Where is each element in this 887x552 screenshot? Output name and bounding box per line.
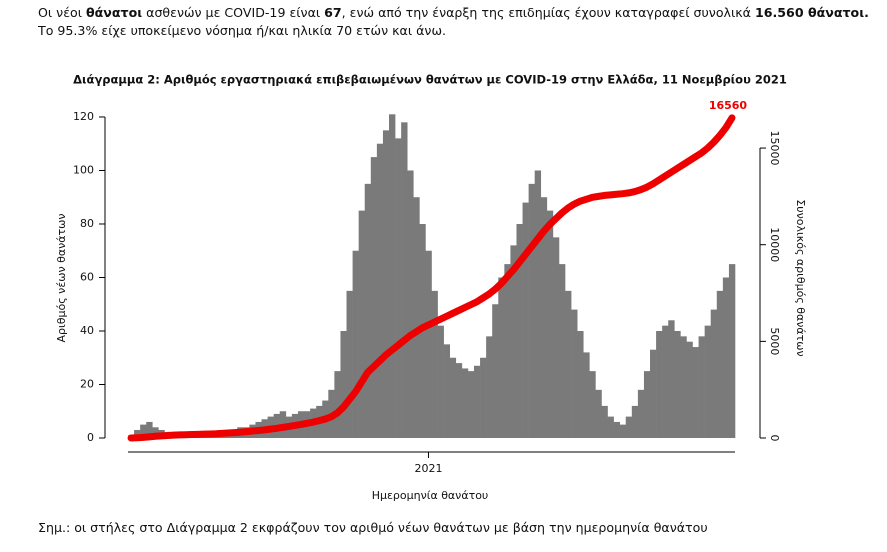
- bar: [425, 250, 432, 438]
- bar: [140, 424, 147, 438]
- y-tick-label: 20: [80, 377, 94, 390]
- bar: [152, 427, 159, 438]
- y-tick-label: 60: [80, 270, 94, 283]
- bar: [443, 344, 451, 438]
- bar: [504, 264, 511, 438]
- bar: [577, 330, 584, 438]
- bar: [352, 250, 359, 438]
- bar: [540, 197, 548, 438]
- bar: [583, 352, 590, 438]
- y2-tick-label: 0: [768, 435, 781, 442]
- note: Σημ.: οι στήλες στο Διάγραμμα 2 εκφράζου…: [38, 520, 708, 535]
- bar: [722, 277, 730, 438]
- bar: [558, 264, 566, 438]
- bar: [449, 357, 457, 438]
- chart: Διάγραμμα 2: Αριθμός εργαστηριακά επιβεβ…: [55, 73, 807, 503]
- y-tick-label: 100: [73, 163, 94, 176]
- bar: [589, 371, 596, 438]
- y-tick-label: 0: [87, 431, 94, 444]
- bar: [389, 114, 396, 439]
- y-tick-label: 80: [80, 217, 94, 230]
- x-tick-label: 2021: [414, 462, 442, 475]
- bar: [528, 183, 535, 438]
- bar: [595, 389, 602, 438]
- bar: [382, 130, 390, 439]
- intro-text: 16.560 θάνατοι.: [754, 5, 869, 20]
- bar: [728, 264, 736, 438]
- data-label: 16560: [709, 99, 748, 112]
- bar: [534, 170, 542, 439]
- bar: [498, 277, 505, 438]
- bar: [407, 170, 414, 439]
- bar: [376, 143, 384, 438]
- bar: [358, 210, 366, 438]
- bar: [662, 325, 669, 438]
- bar: [516, 223, 523, 438]
- bar: [692, 347, 699, 438]
- bar: [698, 336, 705, 438]
- x-axis-title: Ημερομηνία θανάτου: [372, 489, 489, 502]
- bar: [134, 429, 141, 438]
- bar: [340, 330, 347, 438]
- bar: [607, 416, 614, 438]
- bar: [146, 421, 153, 438]
- bar: [370, 157, 378, 438]
- cumulative-line: [127, 114, 736, 442]
- bar: [431, 290, 438, 438]
- y-tick-label: 40: [80, 324, 94, 337]
- bar: [656, 330, 663, 438]
- bar: [619, 424, 627, 438]
- bar: [650, 349, 657, 438]
- bar: [480, 357, 487, 438]
- bar: [716, 290, 724, 438]
- bar: [552, 237, 560, 438]
- bar: [674, 330, 681, 438]
- bar: [492, 304, 499, 438]
- bar: [467, 371, 475, 438]
- intro-text: ασθενών με COVID-19 είναι: [142, 5, 325, 20]
- y2-tick-label: 10000: [768, 227, 781, 262]
- y-axis-title: Αριθμός νέων θανάτων: [55, 214, 68, 343]
- bar: [413, 197, 420, 438]
- bar: [510, 245, 517, 438]
- bar: [546, 210, 554, 438]
- bar: [631, 405, 639, 438]
- bar: [486, 336, 493, 438]
- bar: [680, 336, 687, 438]
- bar: [461, 368, 469, 438]
- bar: [710, 309, 718, 438]
- bar: [401, 122, 408, 438]
- bar: [571, 309, 578, 438]
- bar: [334, 371, 341, 438]
- intro-paragraph: Οι νέοι θάνατοι ασθενών με COVID-19 είνα…: [38, 4, 878, 40]
- bar: [601, 405, 608, 438]
- bar: [346, 290, 353, 438]
- bar: [565, 290, 572, 438]
- bar: [473, 365, 481, 438]
- intro-text: Οι νέοι: [38, 5, 86, 20]
- y2-axis-title: Συνολικός αριθμός θανάτων: [794, 199, 807, 356]
- bar: [704, 325, 712, 438]
- bar: [637, 389, 645, 438]
- intro-text: 67: [324, 5, 342, 20]
- y2-tick-label: 15000: [768, 131, 781, 166]
- bar: [395, 138, 402, 438]
- chart-title: Διάγραμμα 2: Αριθμός εργαστηριακά επιβεβ…: [73, 73, 787, 87]
- bar: [668, 320, 675, 438]
- bar: [455, 363, 463, 438]
- bar: [437, 325, 444, 438]
- y2-tick-label: 5000: [768, 327, 781, 355]
- intro-text: Το 95.3% είχε υποκείμενο νόσημα ή/και ηλ…: [38, 23, 446, 38]
- bar: [625, 416, 633, 438]
- intro-text: , ενώ από την έναρξη της επιδημίας έχουν…: [341, 5, 755, 20]
- bar: [364, 183, 372, 438]
- bar: [643, 371, 651, 438]
- bar: [686, 341, 693, 438]
- bar: [522, 202, 529, 438]
- intro-text: θάνατοι: [86, 5, 143, 20]
- bar: [613, 421, 620, 438]
- y-tick-label: 120: [73, 110, 94, 123]
